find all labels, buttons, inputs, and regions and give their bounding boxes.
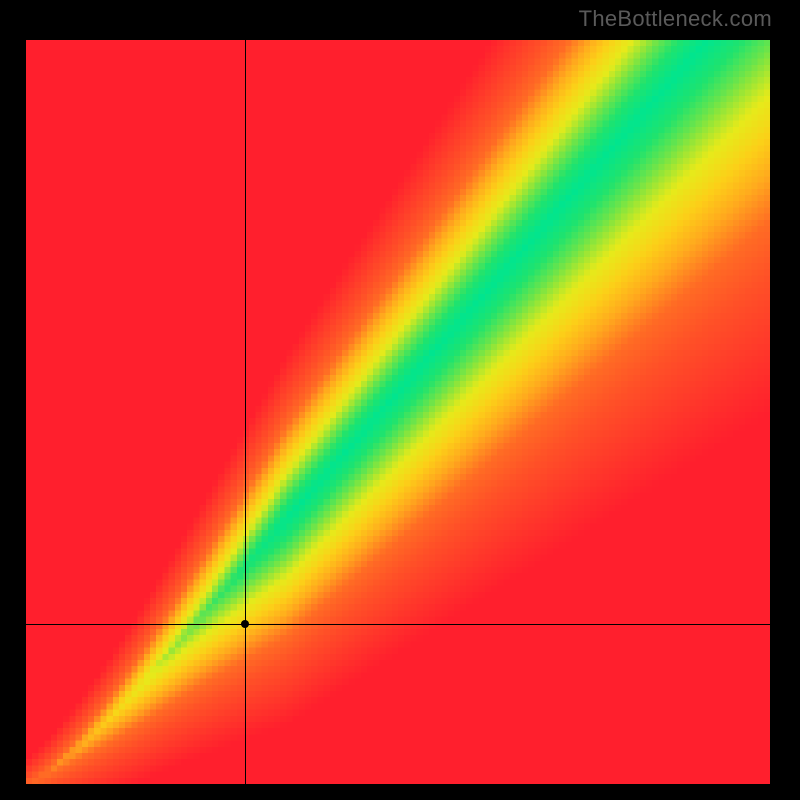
plot-area	[26, 40, 770, 784]
heatmap-canvas	[26, 40, 770, 784]
marker-dot	[241, 620, 249, 628]
crosshair-vertical	[245, 40, 246, 784]
crosshair-horizontal	[26, 624, 770, 625]
watermark-text: TheBottleneck.com	[579, 6, 772, 32]
chart-container: TheBottleneck.com	[0, 0, 800, 800]
